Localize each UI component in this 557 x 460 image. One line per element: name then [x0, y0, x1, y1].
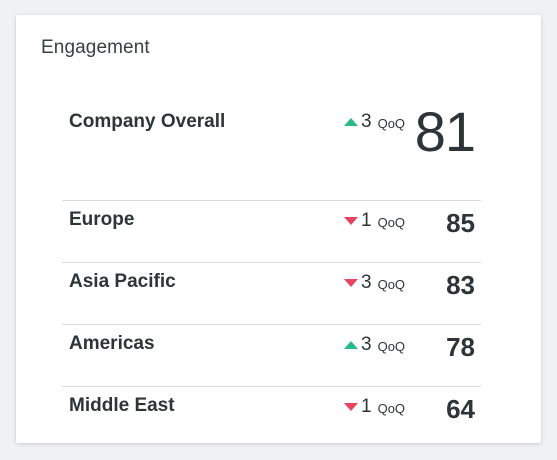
row-region: Americas 3 QoQ 78	[62, 325, 481, 387]
triangle-down-icon	[344, 217, 358, 225]
change-unit: QoQ	[377, 401, 406, 416]
change-indicator: 3 QoQ	[344, 272, 405, 294]
change-unit: QoQ	[377, 215, 406, 230]
engagement-list: Company Overall 3 QoQ 81 Europe 1 QoQ 85…	[62, 100, 481, 448]
change-unit: QoQ	[377, 277, 406, 292]
row-label: Middle East	[69, 395, 175, 416]
engagement-card: Engagement Company Overall 3 QoQ 81 Euro…	[16, 15, 541, 443]
row-region: Asia Pacific 3 QoQ 83	[62, 263, 481, 325]
change-indicator: 1 QoQ	[344, 396, 405, 418]
row-label: Company Overall	[69, 111, 226, 132]
change-value: 3	[361, 272, 372, 293]
score-value: 81	[414, 100, 476, 163]
change-unit: QoQ	[377, 339, 406, 354]
change-value: 1	[361, 396, 372, 417]
row-region: Middle East 1 QoQ 64	[62, 387, 481, 448]
triangle-up-icon	[344, 341, 358, 349]
change-value: 3	[361, 334, 372, 355]
change-value: 3	[361, 111, 372, 132]
card-title: Engagement	[41, 37, 150, 58]
change-value: 1	[361, 210, 372, 231]
row-label: Europe	[69, 209, 135, 230]
triangle-down-icon	[344, 279, 358, 287]
row-company-overall: Company Overall 3 QoQ 81	[62, 100, 481, 201]
triangle-down-icon	[344, 403, 358, 411]
triangle-up-icon	[344, 118, 358, 126]
score-value: 85	[446, 208, 475, 238]
row-label: Asia Pacific	[69, 271, 176, 292]
score-value: 83	[446, 270, 475, 300]
score-value: 64	[446, 394, 475, 424]
row-region: Europe 1 QoQ 85	[62, 201, 481, 263]
change-indicator: 3 QoQ	[344, 111, 405, 133]
row-label: Americas	[69, 333, 155, 354]
score-value: 78	[446, 332, 475, 362]
change-unit: QoQ	[377, 116, 406, 131]
change-indicator: 1 QoQ	[344, 210, 405, 232]
change-indicator: 3 QoQ	[344, 334, 405, 356]
